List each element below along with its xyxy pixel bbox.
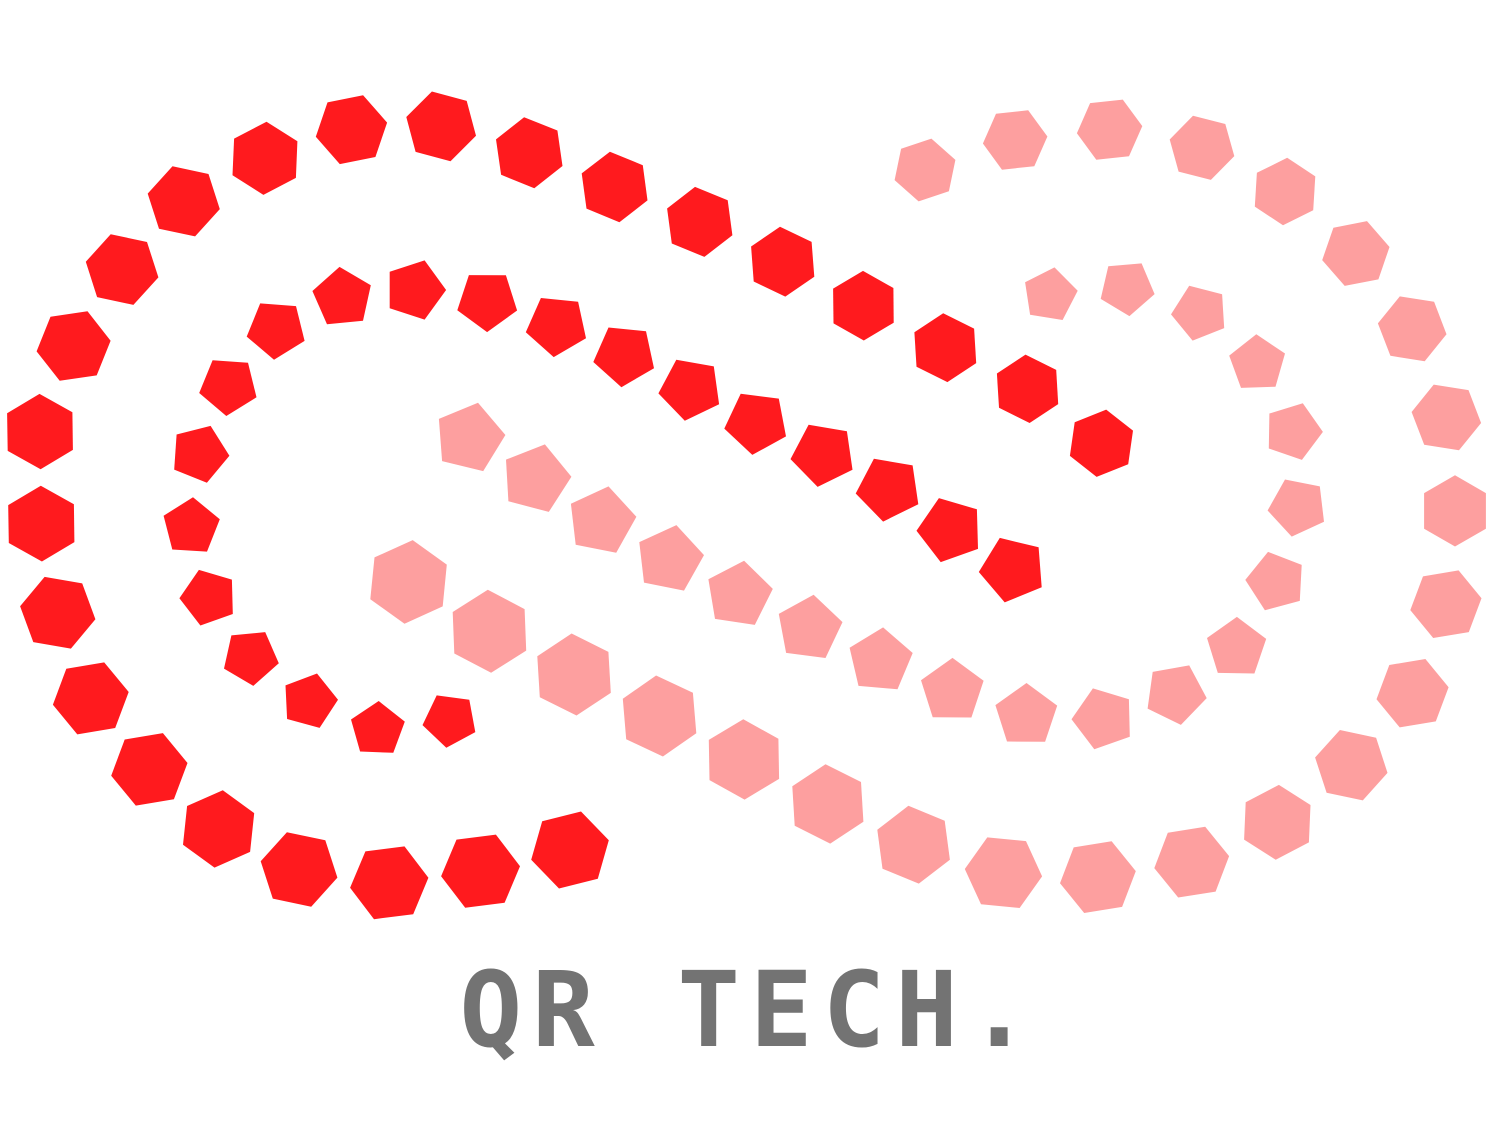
spiral-segment bbox=[506, 444, 572, 512]
spiral-segment bbox=[622, 675, 697, 757]
spiral-segment bbox=[452, 589, 527, 673]
spiral-segment bbox=[921, 657, 984, 718]
spiral-segment bbox=[658, 359, 720, 421]
spiral-segment bbox=[7, 393, 73, 470]
spiral-segment bbox=[667, 186, 733, 257]
spiral-segment bbox=[36, 311, 111, 381]
spiral-segment bbox=[183, 790, 255, 868]
spiral-segment bbox=[1229, 334, 1285, 388]
spiral-segment bbox=[914, 313, 977, 383]
spiral-segment bbox=[894, 138, 956, 202]
spiral-segment bbox=[995, 683, 1058, 742]
red-spiral-shape bbox=[7, 91, 1133, 920]
spiral-segment bbox=[85, 234, 159, 305]
spiral-segment bbox=[1267, 479, 1324, 537]
spiral-segment bbox=[1410, 570, 1482, 638]
spiral-segment bbox=[111, 733, 188, 806]
spiral-segment bbox=[849, 627, 913, 690]
spiral-segment bbox=[1377, 296, 1447, 362]
spiral-segment bbox=[790, 424, 853, 487]
spiral-segment bbox=[389, 260, 447, 320]
spiral-segment bbox=[982, 110, 1048, 170]
spiral-segment bbox=[570, 486, 637, 553]
spiral-segment bbox=[8, 485, 75, 562]
spiral-segment bbox=[593, 327, 654, 388]
spiral-segment bbox=[147, 166, 220, 237]
spiral-segment bbox=[531, 811, 609, 889]
spiral-segment bbox=[1025, 267, 1078, 320]
spiral-segment bbox=[916, 498, 978, 563]
spiral-segment bbox=[978, 537, 1042, 603]
spiral-segment bbox=[224, 632, 279, 686]
spiral-segment bbox=[370, 540, 447, 624]
spiral-segment bbox=[877, 805, 950, 884]
spiral-segment bbox=[1100, 263, 1155, 317]
spiral-segment bbox=[708, 560, 773, 625]
spiral-segment bbox=[20, 576, 96, 649]
spiral-segment bbox=[1154, 826, 1230, 898]
spiral-segment bbox=[496, 117, 563, 189]
spiral-segment bbox=[179, 569, 233, 626]
spiral-segment bbox=[1424, 475, 1486, 547]
spiral-segment bbox=[1060, 841, 1136, 913]
spiral-segment bbox=[833, 270, 894, 341]
spiral-segment bbox=[708, 719, 780, 800]
spiral-segment bbox=[1207, 616, 1267, 674]
spiral-segment bbox=[52, 662, 129, 735]
spiral-segment bbox=[537, 633, 611, 716]
spiral-segment bbox=[1171, 285, 1225, 341]
spiral-segment bbox=[855, 458, 919, 522]
spiral-segment bbox=[174, 425, 230, 483]
spiral-segment bbox=[163, 497, 220, 552]
spiral-segment bbox=[350, 846, 429, 920]
spiral-segment bbox=[1245, 551, 1302, 611]
spiral-segment bbox=[525, 298, 586, 358]
spiral-segment bbox=[351, 701, 405, 753]
spiral-segment bbox=[315, 95, 388, 165]
spiral-segment bbox=[457, 275, 518, 333]
spiral-segment bbox=[778, 594, 843, 658]
spiral-segment bbox=[1322, 221, 1390, 286]
spiral-segment bbox=[1268, 403, 1323, 460]
spiral-segment bbox=[441, 834, 520, 908]
pink-spiral-shape bbox=[370, 99, 1486, 913]
spiral-segment bbox=[246, 303, 305, 360]
spiral-segment bbox=[581, 151, 648, 223]
spiral-segment bbox=[1411, 384, 1482, 451]
spiral-segment bbox=[1071, 688, 1130, 750]
spiral-segment bbox=[232, 121, 298, 195]
spiral-segment bbox=[1147, 665, 1207, 725]
spiral-segment bbox=[964, 837, 1043, 908]
spiral-segment bbox=[1244, 784, 1311, 860]
spiral-segment bbox=[751, 226, 815, 297]
spiral-segment bbox=[724, 393, 786, 455]
spiral-segment bbox=[1169, 115, 1235, 180]
spiral-segment bbox=[1254, 157, 1316, 226]
brand-wordmark: QR TECH. bbox=[459, 949, 1041, 1071]
spiral-segment bbox=[285, 673, 338, 728]
spiral-segment bbox=[1315, 730, 1388, 801]
spiral-segment bbox=[406, 91, 476, 162]
spiral-segment bbox=[312, 266, 371, 325]
spiral-segment bbox=[438, 402, 506, 472]
spiral-segment bbox=[639, 525, 704, 591]
spiral-segment bbox=[199, 360, 257, 416]
spiral-segment bbox=[1076, 99, 1143, 160]
spiral-segment bbox=[422, 695, 476, 748]
spiral-segment bbox=[996, 354, 1059, 423]
spiral-segment bbox=[792, 764, 864, 844]
spiral-segment bbox=[1376, 659, 1449, 728]
spiral-segment bbox=[260, 832, 338, 907]
spiral-segment bbox=[1069, 409, 1133, 477]
